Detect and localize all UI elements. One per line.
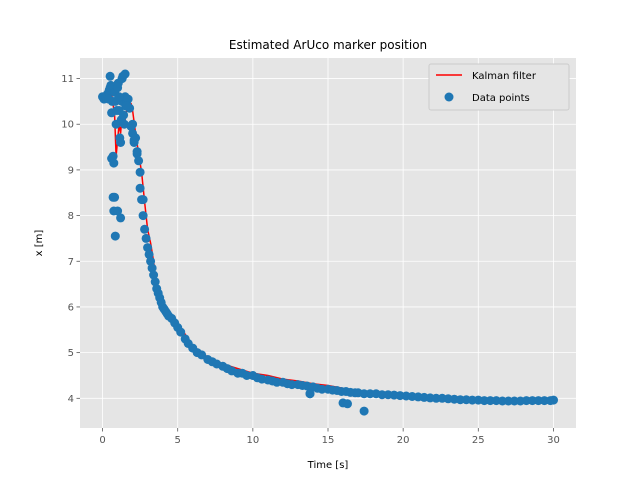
- x-tick-label: 25: [472, 435, 485, 446]
- data-point: [146, 256, 156, 266]
- data-point: [105, 71, 115, 81]
- data-point: [197, 350, 207, 360]
- data-point: [343, 399, 352, 409]
- data-point: [140, 224, 150, 234]
- x-tick-label: 20: [397, 435, 410, 446]
- data-point: [549, 395, 558, 405]
- x-tick-label: 5: [175, 435, 181, 446]
- data-point: [138, 211, 148, 221]
- data-point: [359, 406, 369, 416]
- legend-data-points-marker-icon: [444, 92, 454, 102]
- ticks: 0 5 10 15 20 25 30 4 5 6 7 8 9 10 11: [61, 74, 560, 446]
- data-point: [176, 327, 186, 337]
- data-point: [113, 206, 123, 216]
- data-point: [147, 263, 157, 273]
- data-point: [143, 243, 153, 253]
- y-tick-label: 6: [68, 302, 74, 313]
- data-point: [134, 156, 144, 166]
- x-tick-label: 15: [322, 435, 335, 446]
- data-point: [150, 277, 160, 287]
- x-tick-label: 10: [246, 435, 259, 446]
- data-point: [116, 213, 126, 223]
- data-points-series: [98, 69, 558, 416]
- data-point: [144, 249, 154, 259]
- y-tick-label: 10: [61, 120, 74, 131]
- data-point: [110, 192, 120, 202]
- y-tick-label: 5: [68, 348, 74, 359]
- data-point: [119, 110, 129, 120]
- data-point: [116, 138, 126, 147]
- data-point: [141, 233, 151, 243]
- legend-box: [428, 63, 570, 111]
- legend-kalman-filter-label: Kalman filter: [472, 71, 537, 82]
- y-tick-label: 7: [68, 257, 74, 268]
- data-point: [128, 119, 138, 129]
- data-point: [123, 94, 133, 104]
- y-tick-label: 8: [68, 211, 74, 222]
- data-point: [122, 101, 132, 111]
- data-point: [104, 94, 114, 104]
- x-tick-label: 30: [547, 435, 560, 446]
- data-point: [110, 231, 120, 241]
- data-point: [135, 183, 145, 193]
- data-point: [120, 69, 130, 79]
- x-axis-label: Time [s]: [307, 460, 349, 471]
- y-axis-label: x [m]: [34, 230, 45, 257]
- y-tick-label: 11: [61, 74, 74, 85]
- data-point: [129, 135, 139, 145]
- data-point: [149, 270, 159, 280]
- legend-data-points-label: Data points: [472, 93, 530, 104]
- data-point: [135, 167, 145, 177]
- x-tick-label: 0: [99, 435, 105, 446]
- data-point: [305, 389, 315, 399]
- data-point: [107, 154, 117, 163]
- data-point: [138, 195, 148, 205]
- data-point: [114, 92, 124, 102]
- data-point: [132, 147, 142, 157]
- data-point: [119, 119, 129, 129]
- chart-title: Estimated ArUco marker position: [229, 38, 427, 52]
- y-tick-label: 4: [68, 394, 74, 405]
- legend: Kalman filter Data points: [428, 63, 570, 111]
- data-point: [106, 80, 116, 90]
- y-tick-label: 9: [68, 165, 74, 176]
